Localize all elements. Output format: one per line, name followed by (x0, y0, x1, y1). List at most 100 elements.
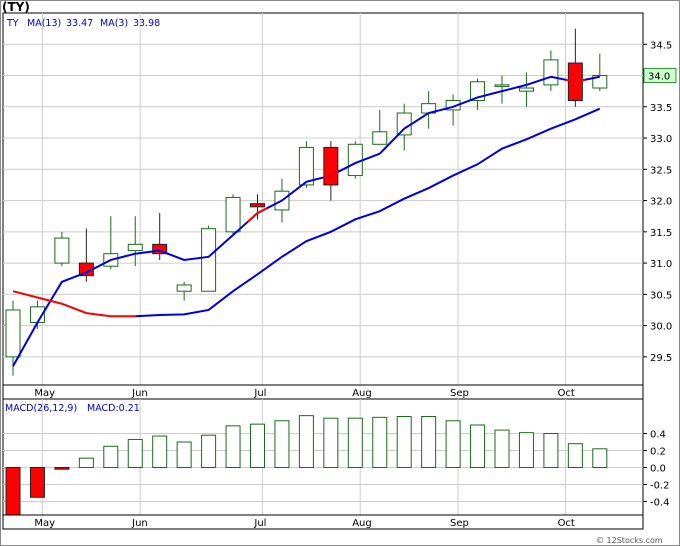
macd-y-tick-label: 0.4 (650, 430, 666, 441)
candle (347, 141, 363, 179)
candle (494, 75, 510, 104)
macd-x-tick-label: Oct (558, 518, 575, 529)
candle-body-up (372, 131, 388, 145)
macd-y-tick-label: -0.4 (650, 498, 670, 509)
candle (372, 109, 388, 145)
macd-legend-value: MACD:0.21 (87, 403, 140, 414)
macd-x-tick-label: May (34, 518, 55, 529)
macd-legend: MACD(26,12,9) MACD:0.21 (5, 403, 140, 414)
candle-body-down (152, 243, 168, 255)
last-price-tag: 34.0 (643, 68, 677, 84)
candle-body-up (5, 309, 21, 358)
macd-bar-positive (176, 441, 192, 468)
price-y-tick-label: 32.0 (650, 197, 672, 208)
macd-x-tick-label: Jul (253, 518, 266, 529)
candle (127, 216, 143, 267)
price-y-tick-label: 29.5 (650, 353, 672, 364)
price-y-tick-label: 31.0 (650, 259, 672, 270)
date-strip-top (2, 384, 644, 400)
date-strip-bottom (2, 514, 644, 530)
macd-bar-positive (421, 416, 437, 468)
candle (298, 141, 314, 189)
macd-bar-positive (78, 457, 94, 468)
macd-bar-positive (347, 417, 363, 469)
chart-title: (TY) (2, 0, 30, 14)
macd-bar-positive (274, 420, 290, 468)
price-panel (2, 12, 644, 386)
watermark: © 12Stocks.com (596, 536, 663, 545)
macd-bar-positive (201, 434, 217, 469)
candle (176, 281, 192, 301)
candle-body-up (445, 100, 461, 111)
candle (518, 72, 534, 107)
macd-legend-label: MACD(26,12,9) (5, 403, 77, 414)
last-price-tag-text: 34.0 (648, 72, 670, 83)
candle-body-up (298, 146, 314, 186)
last-price-tag-box (643, 68, 677, 84)
candle (250, 194, 265, 220)
macd-y-axis: 0.4 0.2 0.0 -0.2 -0.4 (643, 430, 670, 509)
ma13-line (135, 107, 601, 318)
price-x-tick-label: Aug (352, 388, 372, 399)
legend-ma3-value: 33.98 (133, 18, 160, 29)
candle-body-up (201, 228, 217, 292)
macd-y-tick-label: -0.2 (650, 481, 670, 492)
macd-y-tick-label: 0.0 (650, 464, 666, 475)
price-grid (3, 13, 643, 385)
macd-bar-negative (5, 467, 21, 516)
candle-body-up (592, 75, 608, 89)
price-y-tick-label: 30.0 (650, 322, 672, 333)
macd-bar-positive (152, 435, 168, 468)
candle-body-up (518, 87, 534, 92)
macd-histogram (5, 415, 608, 516)
macd-bar-positive (494, 429, 510, 469)
candle (5, 300, 21, 376)
macd-bar-positive (396, 416, 412, 468)
macd-bar-positive (323, 417, 339, 469)
candle-body-up (225, 196, 241, 233)
legend-ma13-value: 33.47 (66, 18, 93, 29)
price-x-tick-label: May (34, 388, 55, 399)
macd-bar-positive (543, 433, 559, 468)
macd-bar-positive (250, 423, 265, 468)
macd-bar-positive (518, 432, 534, 468)
macd-x-tick-label: Jun (131, 518, 148, 529)
macd-bar-positive (127, 438, 143, 469)
candle (152, 213, 168, 260)
price-y-tick-label: 30.5 (650, 290, 672, 301)
macd-y-tick-label: 0.2 (650, 447, 666, 458)
candle (54, 231, 70, 267)
candle-body-up (54, 237, 70, 264)
candle-body-up (347, 143, 363, 177)
candle (201, 225, 217, 292)
legend-symbol: TY (6, 18, 19, 29)
macd-bar-positive (567, 443, 583, 469)
price-y-tick-label: 34.5 (650, 40, 672, 51)
macd-bar-positive (298, 415, 314, 468)
macd-x-axis: May Jun Jul Aug Sep Oct (34, 518, 575, 529)
price-x-tick-label: Jun (131, 388, 148, 399)
price-x-tick-label: Sep (450, 388, 469, 399)
candle-body-up (396, 112, 412, 136)
candle (592, 53, 608, 92)
macd-bar-positive (445, 420, 461, 468)
ma3-line-down-segment (12, 290, 136, 318)
macd-panel (2, 398, 644, 516)
price-x-tick-label: Oct (558, 388, 575, 399)
macd-x-tick-label: Sep (450, 518, 469, 529)
candle (445, 94, 461, 126)
candle-body-down (250, 203, 265, 208)
macd-bar-negative (29, 467, 45, 498)
price-legend: TY MA(13) 33.47 MA(3) 33.98 (6, 18, 160, 29)
candle-body-up (176, 284, 192, 292)
candle-body-up (127, 243, 143, 252)
ma3-red-segment (323, 170, 339, 179)
ma3-red-segment (565, 78, 586, 83)
candle-body-up (494, 84, 510, 87)
macd-bar-positive (225, 425, 241, 469)
moving-average-lines (12, 75, 601, 367)
price-y-tick-label: 33.5 (650, 103, 672, 114)
macd-bar-positive (103, 445, 119, 468)
price-x-axis: May Jun Jul Aug Sep Oct (34, 388, 575, 399)
